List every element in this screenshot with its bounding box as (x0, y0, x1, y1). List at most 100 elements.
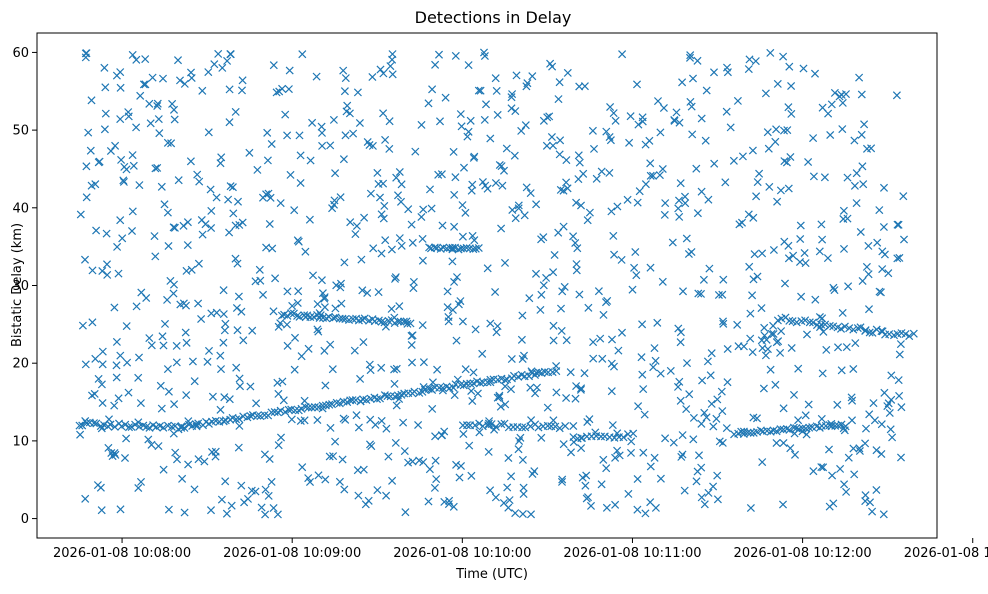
data-point (221, 477, 230, 486)
data-point (836, 464, 845, 473)
data-point (295, 131, 304, 140)
data-point (674, 204, 683, 213)
data-point (180, 79, 189, 88)
data-point (112, 361, 121, 370)
data-point (639, 385, 648, 394)
data-point (491, 422, 500, 431)
data-point (574, 151, 583, 160)
data-point (395, 234, 404, 243)
data-point (448, 305, 457, 315)
data-point (512, 71, 521, 80)
data-point (685, 53, 695, 62)
data-point (188, 357, 197, 366)
data-point (320, 346, 329, 355)
data-point (507, 93, 516, 102)
data-point (687, 247, 696, 257)
data-point (269, 503, 278, 513)
data-point (320, 293, 329, 302)
data-point (414, 420, 423, 430)
data-point (694, 289, 703, 298)
data-point (169, 280, 179, 289)
data-point (145, 99, 154, 108)
data-point (330, 196, 339, 205)
data-point (388, 70, 397, 79)
data-point (817, 320, 826, 329)
data-point (561, 421, 570, 431)
data-point (348, 315, 357, 324)
data-point (530, 370, 540, 380)
data-point (815, 247, 824, 256)
data-point (365, 140, 374, 150)
data-point (281, 407, 290, 417)
data-point (617, 328, 627, 337)
data-point (767, 329, 776, 338)
data-point (237, 86, 247, 95)
data-point (507, 354, 516, 364)
data-point (260, 450, 269, 459)
data-point (602, 127, 611, 136)
data-point (170, 223, 179, 232)
data-point (706, 371, 715, 380)
data-point (611, 116, 620, 125)
data-point (317, 128, 327, 137)
data-point (419, 205, 428, 214)
data-point (238, 76, 247, 85)
data-point (801, 316, 810, 325)
data-point (646, 263, 655, 272)
data-point (562, 156, 571, 165)
data-point (267, 139, 276, 149)
data-point (313, 300, 322, 309)
data-point (82, 193, 91, 202)
data-point (856, 323, 865, 332)
data-point (365, 360, 374, 369)
data-point (790, 450, 800, 459)
data-point (825, 502, 834, 511)
data-point (558, 475, 567, 484)
data-point (748, 291, 757, 300)
data-point (338, 455, 347, 464)
data-point (811, 295, 820, 304)
data-point (892, 91, 901, 100)
data-point (284, 85, 293, 94)
data-point (145, 334, 154, 343)
data-point (261, 510, 270, 519)
data-point (297, 352, 306, 361)
data-point (264, 189, 273, 198)
data-point (518, 311, 527, 320)
data-point (864, 305, 874, 314)
data-point (87, 391, 97, 400)
data-point (773, 79, 782, 88)
data-point (501, 400, 510, 409)
data-point (819, 463, 828, 472)
data-point (633, 505, 642, 514)
data-point (329, 452, 338, 461)
data-point (443, 287, 452, 296)
data-point (550, 250, 559, 260)
data-point (676, 338, 685, 347)
data-point (325, 400, 334, 409)
data-point (235, 421, 244, 430)
data-point (666, 366, 675, 375)
data-point (382, 491, 391, 500)
data-point (713, 471, 722, 480)
data-point (183, 218, 192, 227)
data-point (81, 360, 90, 369)
data-point (614, 346, 623, 355)
data-point (233, 197, 243, 206)
data-point (440, 427, 449, 436)
data-point (190, 377, 199, 386)
data-point (763, 128, 772, 137)
data-point (116, 216, 125, 225)
data-point (484, 419, 493, 428)
data-point (264, 491, 273, 500)
data-point (220, 393, 229, 402)
data-point (361, 500, 370, 509)
data-point (582, 494, 591, 503)
data-point (876, 288, 885, 297)
data-point (531, 269, 541, 278)
data-point (172, 358, 181, 367)
data-point (116, 115, 125, 124)
data-point (235, 382, 245, 391)
data-point (661, 434, 670, 443)
